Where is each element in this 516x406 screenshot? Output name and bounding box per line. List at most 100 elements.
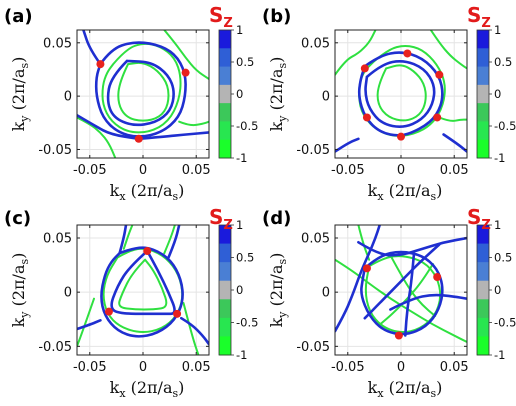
colorbar-segment-3 — [219, 280, 231, 300]
colorbar-tick-label-2: 0 — [494, 283, 501, 297]
ticks — [77, 225, 209, 355]
x-tick-label-1: 0 — [397, 163, 405, 178]
crossing-points — [96, 60, 190, 143]
curves — [335, 225, 467, 343]
colorbar-tick-label-0: 1 — [236, 218, 243, 232]
x-tick-label-0: -0.05 — [331, 360, 365, 375]
green-curve-9 — [389, 254, 437, 317]
colorbar-segment-5 — [219, 121, 231, 141]
colorbar-segment-0 — [219, 225, 231, 245]
crossing-point-3 — [362, 113, 371, 122]
crossing-point-0 — [96, 60, 105, 69]
crossing-points — [104, 247, 182, 318]
colorbar-tick-label-0: 1 — [494, 23, 501, 37]
x-axis-label: kx (2π/as) — [368, 378, 443, 400]
crossing-point-1 — [104, 307, 113, 316]
green-curve-7 — [163, 30, 209, 81]
colorbar: 1 0.5 0 -0.5 -1 SZ — [209, 205, 258, 362]
colorbar-segment-4 — [477, 103, 489, 122]
colorbar-tick-label-4: -1 — [494, 348, 505, 362]
blue-curve-2 — [363, 243, 441, 320]
x-tick-label-2: 0.05 — [440, 360, 469, 375]
colorbar-tick-label-3: -0.5 — [236, 119, 258, 133]
colorbar-segment-4 — [219, 299, 231, 319]
blue-curve-1 — [364, 60, 436, 128]
colorbar-tick-label-1: 0.5 — [236, 55, 254, 69]
colorbar-segment-2 — [219, 262, 231, 282]
green-curve-5 — [376, 64, 427, 122]
x-tick-label-0: -0.05 — [331, 163, 365, 178]
colorbar-tick-label-4: -1 — [236, 348, 247, 362]
blue-curve-2 — [77, 319, 102, 331]
blue-curve-1 — [110, 249, 176, 316]
colorbar-title: SZ — [467, 3, 491, 31]
y-axis-label: ky (2π/as) — [267, 253, 289, 328]
crossing-point-1 — [360, 64, 369, 73]
x-tick-label-0: -0.05 — [73, 163, 107, 178]
blue-curve-0 — [94, 41, 187, 138]
y-tick-label-0: 0.05 — [301, 36, 330, 51]
crossing-point-1 — [181, 68, 190, 77]
y-tick-label-1: 0 — [64, 90, 72, 105]
green-curve-7 — [335, 30, 377, 76]
blue-curve-0 — [100, 246, 184, 338]
y-axis-label: ky (2π/as) — [9, 253, 31, 328]
y-axis-label: ky (2π/as) — [267, 57, 289, 132]
colorbar-segment-6 — [219, 139, 231, 159]
colorbar-segment-0 — [477, 30, 489, 49]
crossing-point-2 — [394, 331, 403, 340]
blue-curve-1 — [335, 225, 381, 333]
colorbar-title: SZ — [209, 3, 233, 31]
y-axis-label: ky (2π/as) — [9, 57, 31, 132]
crossing-points — [360, 49, 444, 141]
crossing-point-2 — [134, 134, 143, 143]
green-curve-7 — [118, 258, 168, 311]
colorbar-segment-3 — [219, 84, 231, 104]
panel-label: (b) — [262, 6, 291, 27]
ticks — [77, 30, 209, 158]
blue-curve-4 — [118, 225, 128, 255]
y-tick-label-2: -0.05 — [38, 340, 72, 355]
y-tick-label-0: 0.05 — [43, 232, 72, 247]
green-curve-11 — [163, 225, 176, 255]
colorbar-segment-3 — [477, 84, 489, 104]
colorbar-tick-label-1: 0.5 — [494, 55, 512, 69]
colorbar-segment-6 — [477, 336, 489, 356]
x-axis-label: kx (2π/as) — [110, 181, 185, 203]
blue-curve-1 — [106, 59, 175, 127]
colorbar-title: SZ — [467, 205, 491, 233]
colorbar-segment-5 — [477, 317, 489, 337]
green-curve-10 — [122, 225, 134, 250]
colorbar-tick-label-3: -0.5 — [494, 316, 516, 330]
crossing-point-0 — [362, 264, 371, 273]
blue-curve-3 — [442, 133, 467, 153]
crossing-point-5 — [397, 132, 405, 141]
colorbar-tick-label-1: 0.5 — [494, 251, 512, 265]
blue-curve-4 — [389, 293, 467, 311]
y-tick-label-2: -0.05 — [38, 143, 72, 158]
crossing-point-0 — [403, 49, 412, 58]
colorbar-title: SZ — [209, 205, 233, 233]
colorbar-segment-3 — [477, 280, 489, 300]
colorbar-tick-label-0: 1 — [236, 23, 243, 37]
colorbar: 1 0.5 0 -0.5 -1 SZ — [209, 3, 258, 165]
blue-curve-2 — [77, 114, 140, 141]
y-tick-label-2: -0.05 — [296, 143, 330, 158]
crossing-point-2 — [173, 309, 182, 318]
colorbar-segment-5 — [219, 317, 231, 337]
x-axis-label: kx (2π/as) — [110, 378, 185, 400]
y-tick-label-2: -0.05 — [296, 340, 330, 355]
colorbar-segment-0 — [477, 225, 489, 245]
colorbar-segment-1 — [219, 48, 231, 68]
y-tick-label-0: 0.05 — [301, 232, 330, 247]
colorbar-tick-label-1: 0.5 — [236, 251, 254, 265]
colorbar-segment-2 — [219, 66, 231, 86]
green-curve-8 — [438, 116, 467, 122]
colorbar-segment-0 — [219, 30, 231, 49]
colorbar-segment-6 — [477, 139, 489, 159]
curves — [335, 30, 467, 153]
